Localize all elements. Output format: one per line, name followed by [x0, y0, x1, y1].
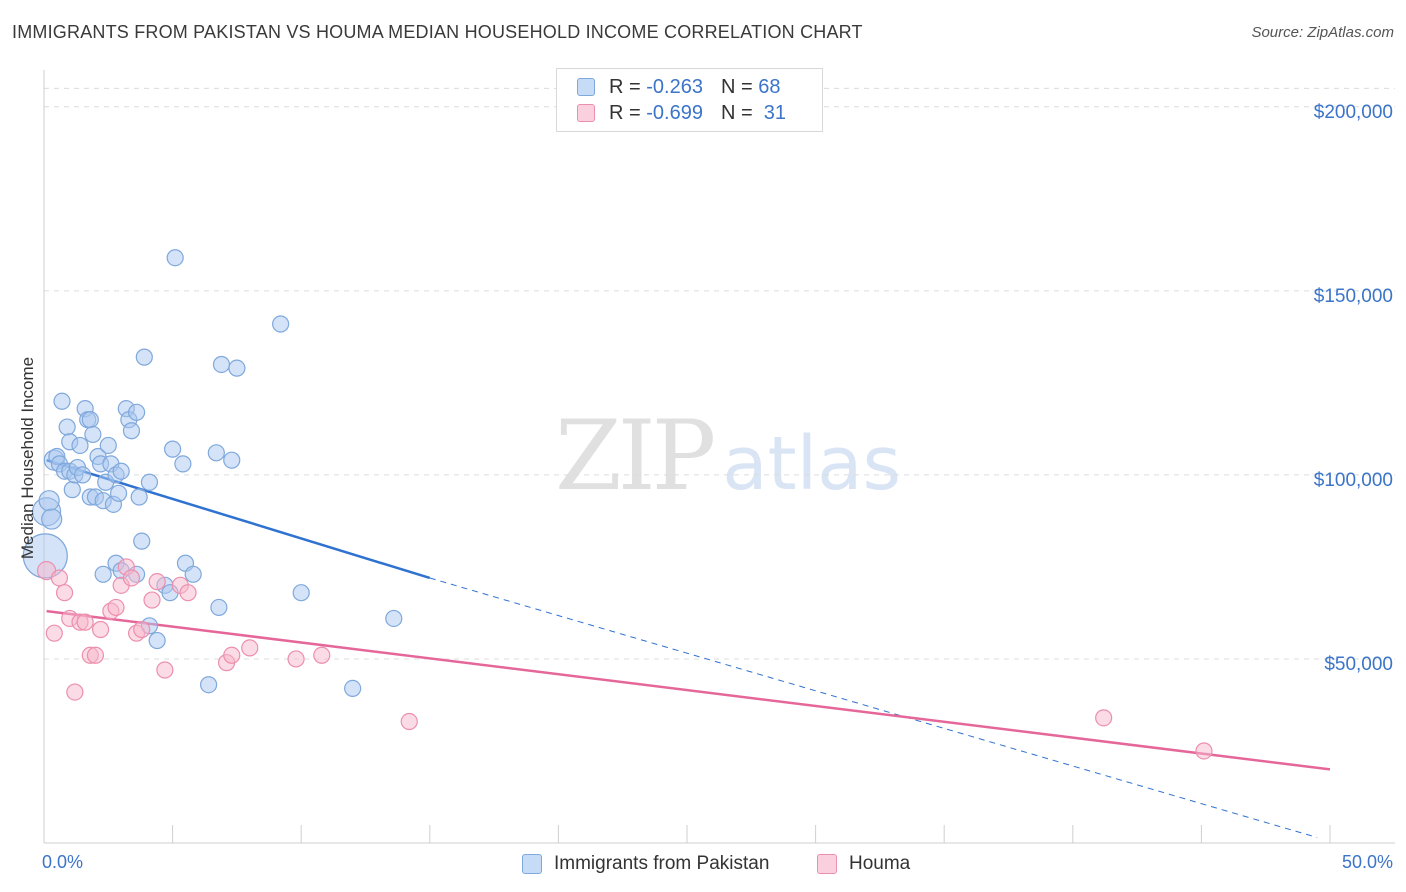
correlation-legend: R = -0.263 N = 68 R = -0.699 N = 31: [556, 68, 823, 132]
houma-point: [55, 584, 74, 602]
houma-point: [223, 646, 241, 664]
pakistan-point: [223, 451, 241, 469]
legend-n-label: N =: [720, 75, 753, 98]
pakistan-point: [133, 532, 151, 550]
legend-label-pakistan: Immigrants from Pakistan: [554, 853, 770, 874]
legend-n-label: N =: [720, 101, 753, 124]
pakistan-point: [344, 679, 362, 698]
pakistan-point: [385, 609, 403, 628]
pakistan-point: [63, 481, 81, 499]
pakistan-point: [207, 444, 225, 462]
houma-point: [313, 646, 331, 664]
watermark-zip: ZIP: [555, 400, 716, 512]
pakistan-point: [58, 418, 76, 436]
pakistan-point: [212, 355, 231, 374]
houma-point: [156, 661, 174, 679]
houma-point: [400, 712, 418, 731]
data-points: [22, 249, 1213, 760]
x-tick-label-max: 50.0%: [1341, 852, 1393, 872]
y-tick-label: $50,000: [1324, 653, 1393, 675]
houma-point: [66, 683, 84, 701]
pakistan-point: [122, 422, 141, 440]
pakistan-point: [71, 436, 89, 455]
axes: [43, 70, 1395, 844]
pakistan-point: [272, 315, 290, 333]
houma-point: [179, 584, 197, 602]
watermark-atlas: atlas: [722, 421, 902, 507]
pakistan-point: [38, 490, 60, 512]
pakistan-trend-extension: [429, 577, 1318, 838]
pakistan-point: [228, 359, 246, 377]
x-tick-label-min: 0.0%: [42, 852, 84, 872]
houma-point: [133, 620, 151, 639]
source-label: Source: ZipAtlas.com: [1251, 24, 1394, 41]
pakistan-point: [140, 473, 159, 491]
pakistan-point: [210, 598, 228, 617]
houma-point: [143, 591, 161, 609]
legend-r-value: -0.699: [646, 101, 703, 124]
legend-row-pakistan: R = -0.263 N = 68: [577, 74, 780, 100]
houma-point: [1095, 709, 1113, 727]
pakistan-point: [109, 484, 128, 502]
y-axis-label: Median Household Income: [18, 356, 37, 560]
pakistan-point: [130, 488, 148, 506]
pakistan-point: [127, 403, 146, 421]
legend-r-value: -0.263: [646, 75, 703, 98]
legend-item-houma: Houma: [817, 850, 910, 878]
houma-point: [91, 620, 110, 639]
pakistan-point: [200, 676, 218, 694]
pakistan-point: [94, 565, 112, 583]
pakistan-point: [99, 436, 117, 455]
pakistan-point: [84, 425, 102, 444]
pakistan-point: [174, 455, 192, 473]
pakistan-point: [164, 440, 182, 458]
legend-swatch-blue: [577, 78, 595, 96]
pakistan-point: [166, 249, 184, 267]
pakistan-point: [41, 508, 63, 530]
legend-swatch-pink: [577, 104, 595, 122]
houma-point: [148, 573, 166, 591]
pakistan-point: [148, 631, 166, 650]
legend-n-value: 31: [763, 101, 787, 124]
legend-r-label: R =: [609, 75, 641, 98]
legend-item-pakistan: Immigrants from Pakistan: [522, 850, 769, 878]
legend-r-label: R =: [609, 101, 641, 124]
houma-point: [122, 569, 141, 587]
legend-swatch-pink: [817, 854, 837, 874]
houma-point: [45, 624, 63, 642]
pakistan-point: [112, 462, 130, 480]
legend-row-houma: R = -0.699 N = 31: [577, 100, 786, 126]
chart-title: IMMIGRANTS FROM PAKISTAN VS HOUMA MEDIAN…: [12, 22, 863, 42]
houma-point: [76, 613, 94, 631]
watermark-logo: ZIP atlas: [555, 400, 901, 512]
pakistan-point: [292, 584, 310, 602]
legend-n-value: 68: [758, 75, 781, 98]
pakistan-point: [81, 411, 99, 429]
y-tick-label: $150,000: [1313, 285, 1393, 307]
houma-point: [241, 639, 259, 657]
trend-lines: [46, 458, 1331, 838]
pakistan-point: [73, 466, 92, 484]
y-tick-label: $100,000: [1313, 469, 1393, 491]
legend-label-houma: Houma: [849, 853, 911, 874]
houma-point: [107, 598, 125, 617]
pakistan-point: [135, 348, 153, 366]
houma-trend-line: [46, 609, 1331, 771]
legend-swatch-blue: [522, 854, 542, 874]
houma-point: [1195, 742, 1213, 760]
pakistan-point: [184, 565, 202, 583]
pakistan-point: [53, 392, 71, 410]
y-tick-label: $200,000: [1313, 101, 1393, 123]
houma-point: [86, 646, 105, 664]
grid-lines: [44, 87, 1395, 660]
houma-point: [50, 569, 69, 587]
houma-point: [287, 650, 305, 668]
